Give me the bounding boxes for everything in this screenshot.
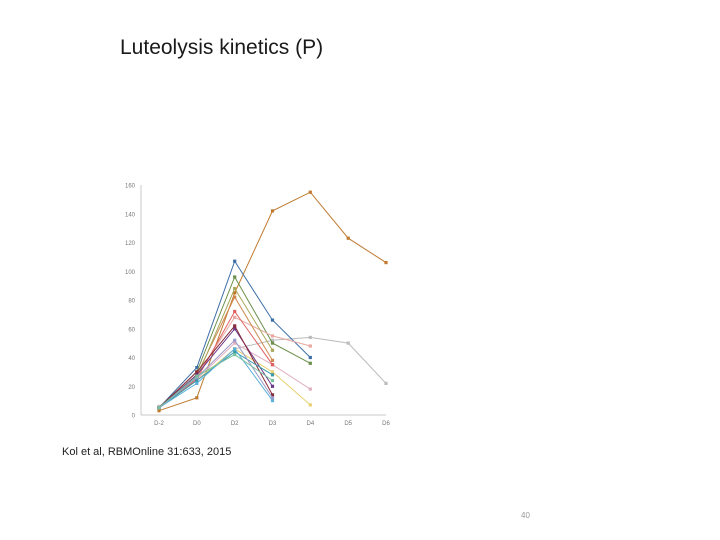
data-point — [270, 370, 275, 374]
x-tick-label: D2 — [231, 421, 239, 427]
series-line — [158, 316, 311, 409]
data-point — [157, 409, 161, 413]
x-tick-label: D5 — [344, 421, 352, 427]
data-point — [270, 393, 275, 397]
data-point — [270, 318, 275, 322]
data-point — [233, 315, 237, 319]
y-tick-label: 60 — [128, 327, 135, 333]
y-tick-label: 20 — [128, 385, 135, 391]
data-point — [233, 353, 237, 357]
data-point — [308, 335, 312, 339]
series-line — [158, 327, 273, 409]
data-point — [308, 361, 312, 365]
data-point — [308, 403, 312, 407]
series-7 — [157, 347, 312, 410]
data-point — [270, 209, 275, 213]
line-chart: 0 20 40 60 80 100 120 140 160 D-2 D0 D2 D3 D4 D5 D6 — [116, 179, 398, 429]
y-tick-label: 80 — [128, 299, 135, 305]
series-line — [158, 310, 273, 409]
data-point — [195, 378, 199, 383]
x-tick-label: D0 — [193, 421, 201, 427]
citation: Kol et al, RBMOnline 31:633, 2015 — [62, 446, 232, 458]
y-tick-labels: 0 20 40 60 80 100 120 140 160 — [125, 184, 136, 420]
data-point — [270, 334, 275, 338]
x-tick-label: D4 — [306, 421, 314, 427]
chart-svg: 0 20 40 60 80 100 120 140 160 D-2 D0 D2 D3 D4 D5 D6 — [125, 184, 391, 428]
data-point — [270, 399, 275, 403]
y-tick-label: 160 — [125, 184, 136, 190]
x-tick-labels: D-2 D0 D2 D3 D4 D5 D6 — [154, 421, 390, 427]
y-tick-label: 40 — [128, 356, 135, 362]
data-point — [308, 190, 312, 194]
data-point — [270, 363, 275, 367]
data-point — [384, 381, 388, 385]
data-point — [233, 275, 237, 279]
y-tick-label: 100 — [125, 270, 136, 276]
data-point — [270, 341, 275, 345]
data-point — [195, 366, 199, 370]
data-point — [270, 384, 275, 388]
data-point — [270, 396, 275, 400]
data-point — [233, 347, 237, 351]
data-point — [233, 286, 237, 291]
x-tick-label: D3 — [269, 421, 277, 427]
series-line — [158, 325, 273, 409]
data-point — [233, 259, 237, 263]
slide-title: Luteolysis kinetics (P) — [120, 36, 324, 59]
data-point — [195, 396, 199, 400]
y-tick-label: 0 — [132, 414, 136, 420]
data-point — [195, 370, 199, 374]
data-point — [270, 373, 275, 377]
data-point — [233, 338, 237, 342]
data-point — [157, 406, 161, 410]
x-tick-label: D-2 — [154, 421, 164, 427]
series-layer — [157, 190, 388, 413]
series-16 — [157, 353, 275, 410]
series-14 — [157, 347, 275, 410]
data-point — [233, 291, 237, 295]
data-point — [308, 344, 312, 348]
series-line — [158, 339, 273, 409]
series-line — [158, 354, 273, 409]
data-point — [270, 338, 275, 342]
x-tick-label: D6 — [382, 421, 390, 427]
data-point — [270, 348, 275, 352]
data-point — [270, 378, 275, 383]
data-point — [233, 324, 237, 328]
data-point — [233, 350, 237, 354]
data-point — [233, 309, 237, 314]
data-point — [346, 341, 350, 345]
data-point — [195, 381, 199, 385]
y-tick-label: 120 — [125, 241, 136, 247]
series-line — [158, 348, 311, 409]
data-point — [270, 358, 275, 362]
data-point — [346, 236, 350, 240]
series-1 — [157, 190, 388, 413]
page-number: 40 — [521, 511, 530, 520]
data-point — [233, 327, 237, 331]
y-tick-label: 140 — [125, 212, 136, 218]
data-point — [195, 374, 199, 378]
data-point — [308, 355, 312, 360]
data-point — [233, 341, 237, 345]
data-point — [384, 261, 388, 265]
data-point — [233, 295, 237, 299]
data-point — [308, 387, 312, 391]
series-line — [158, 348, 273, 409]
